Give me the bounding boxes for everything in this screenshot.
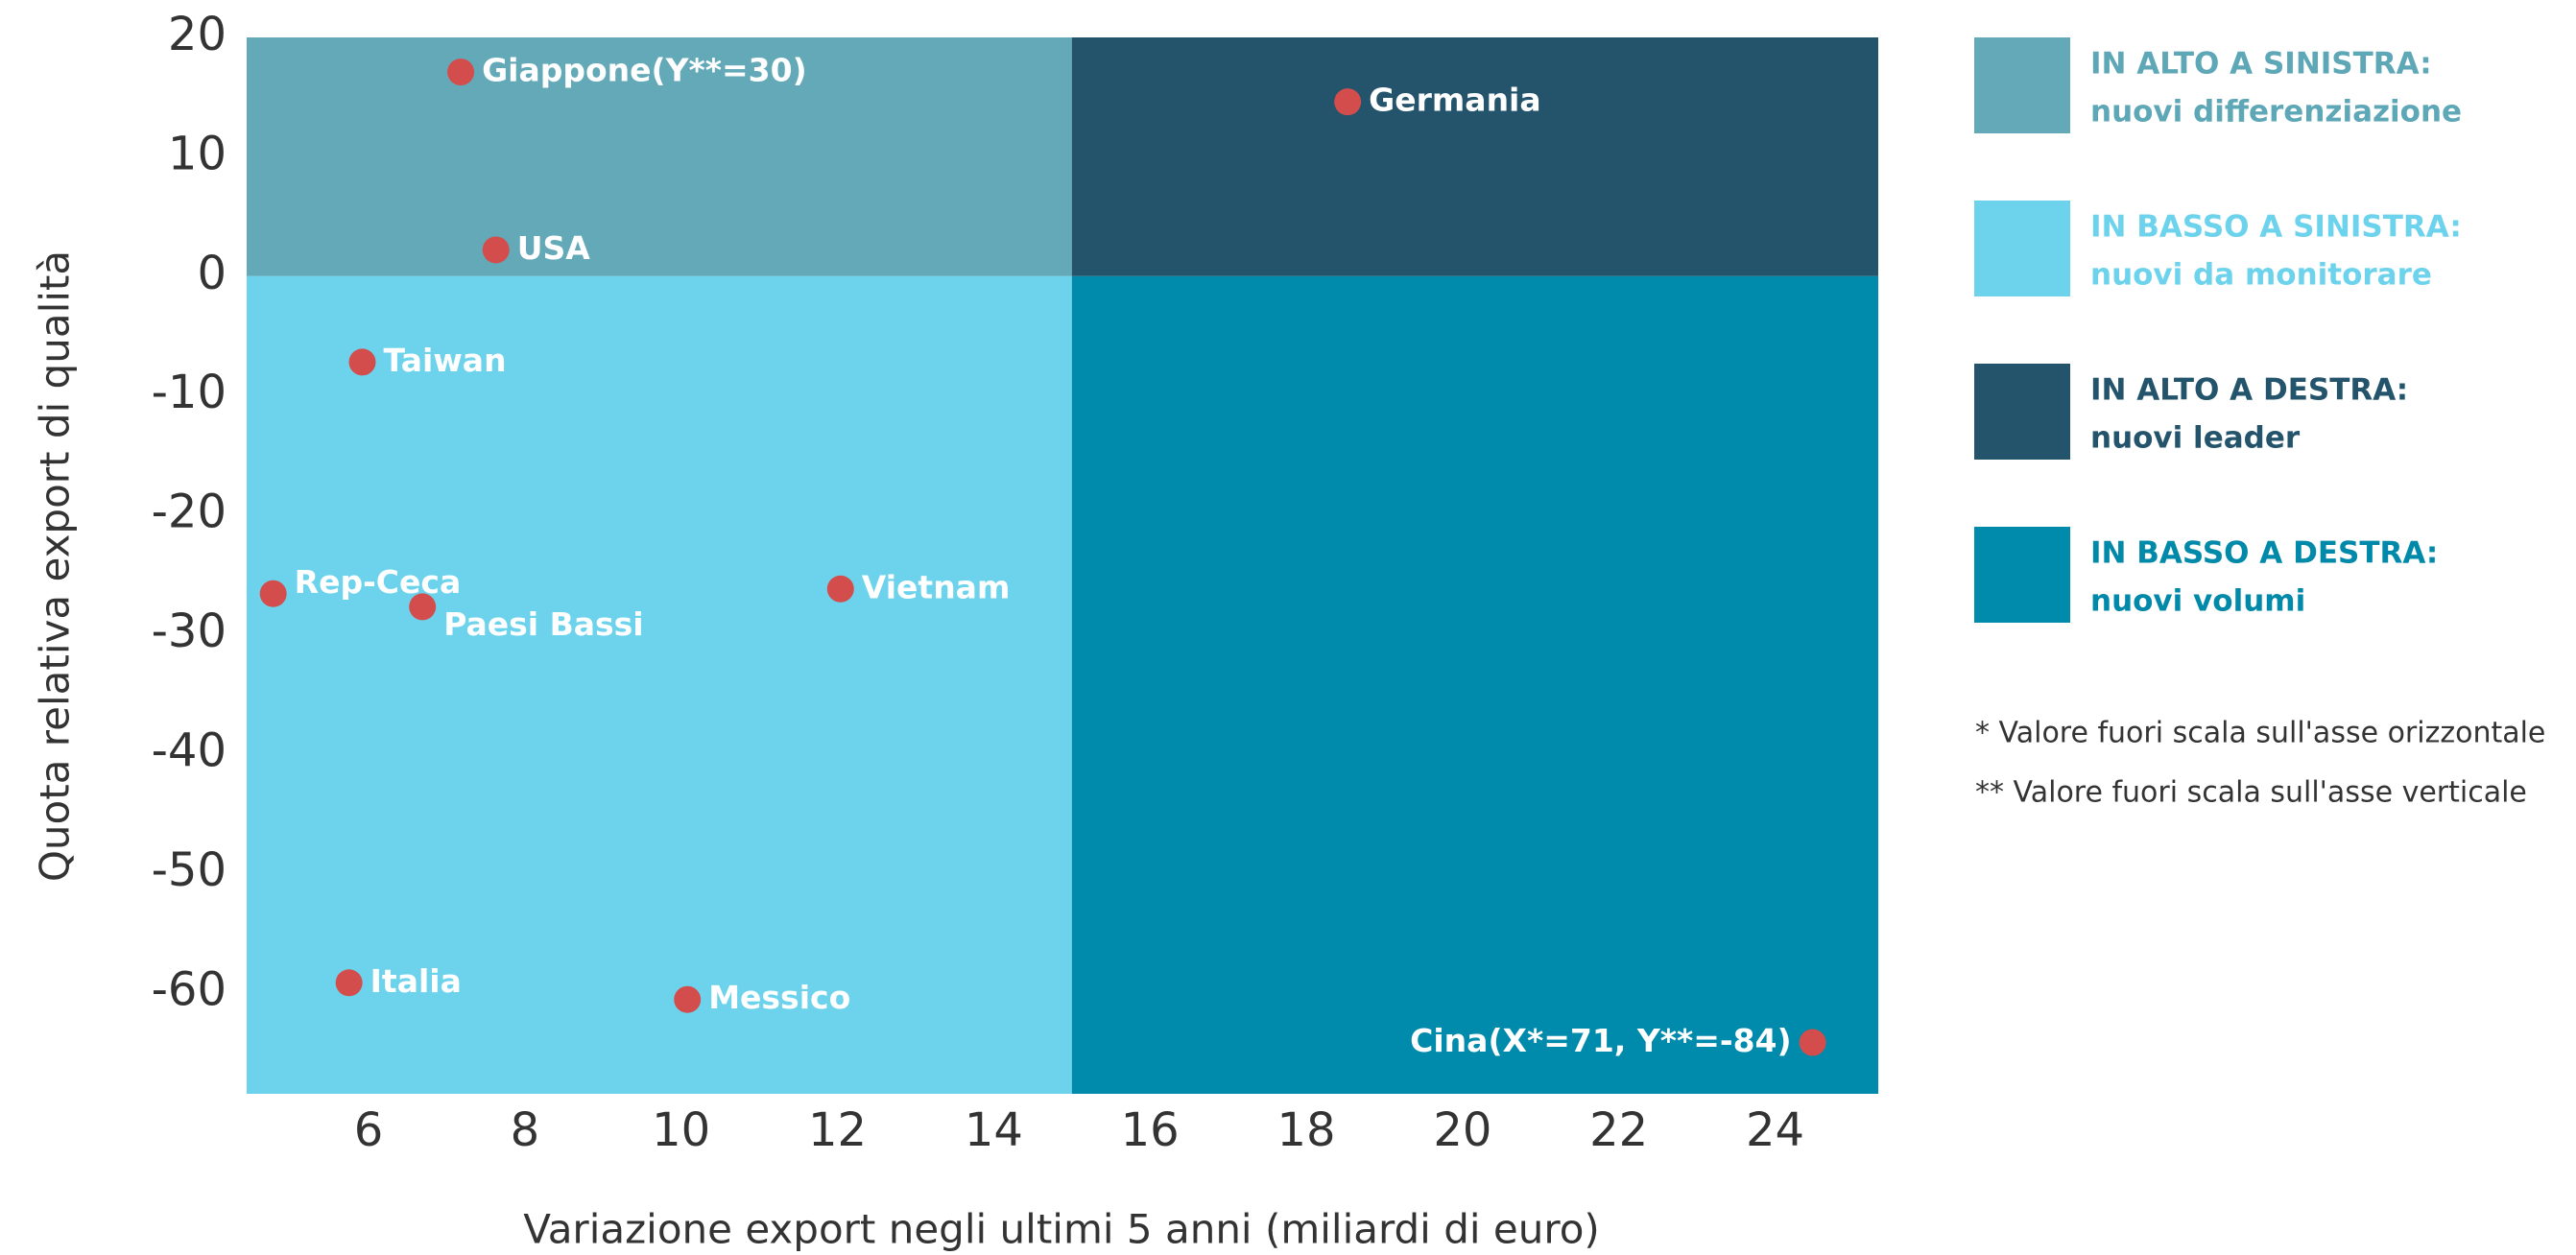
x-tick-label: 24 bbox=[1746, 1103, 1804, 1157]
quadrant bbox=[1071, 275, 1878, 1094]
y-tick-label: 20 bbox=[168, 8, 227, 61]
y-tick-label: -40 bbox=[152, 723, 227, 777]
point-label: Paesi Bassi bbox=[443, 605, 643, 643]
y-tick-label: 10 bbox=[168, 127, 227, 180]
x-tick-label: 14 bbox=[965, 1103, 1023, 1157]
point-label: Taiwan bbox=[383, 342, 506, 379]
point bbox=[1799, 1029, 1826, 1056]
y-tick-label: -50 bbox=[152, 843, 227, 897]
x-tick-label: 22 bbox=[1589, 1103, 1648, 1157]
x-tick-label: 6 bbox=[354, 1103, 384, 1157]
x-tick-label: 8 bbox=[511, 1103, 540, 1157]
point-label: Italia bbox=[370, 962, 462, 1000]
x-tick-label: 18 bbox=[1276, 1103, 1335, 1157]
point bbox=[335, 969, 363, 997]
note: * Valore fuori scala sull'asse orizzonta… bbox=[1975, 717, 2545, 750]
x-tick-label: 12 bbox=[808, 1103, 867, 1157]
legend-title: IN BASSO A DESTRA: bbox=[2090, 536, 2438, 571]
point bbox=[826, 575, 854, 603]
y-tick-label: -20 bbox=[152, 485, 227, 539]
point bbox=[409, 593, 437, 621]
quadrant bbox=[247, 275, 1072, 1094]
point bbox=[447, 59, 475, 86]
quadrant bbox=[247, 37, 1072, 276]
point-label: Messico bbox=[708, 979, 850, 1016]
point-label: USA bbox=[517, 229, 591, 267]
x-axis-title: Variazione export negli ultimi 5 anni (m… bbox=[523, 1206, 1600, 1253]
legend-subtitle: nuovi da monitorare bbox=[2090, 258, 2432, 293]
y-tick-label: -30 bbox=[152, 604, 227, 658]
quadrant bbox=[1071, 37, 1878, 276]
point-label: Vietnam bbox=[862, 568, 1011, 605]
legend-subtitle: nuovi volumi bbox=[2090, 584, 2305, 619]
legend-subtitle: nuovi differenziazione bbox=[2090, 95, 2462, 130]
y-tick-label: -10 bbox=[152, 366, 227, 419]
note: ** Valore fuori scala sull'asse vertical… bbox=[1975, 776, 2527, 810]
point-label: Rep-Ceca bbox=[295, 563, 462, 601]
legend-swatch bbox=[1974, 527, 2070, 623]
legend-title: IN BASSO A SINISTRA: bbox=[2090, 210, 2462, 245]
point-label: Germania bbox=[1369, 82, 1540, 119]
legend-title: IN ALTO A SINISTRA: bbox=[2090, 47, 2432, 82]
x-tick-label: 16 bbox=[1121, 1103, 1180, 1157]
point bbox=[482, 236, 510, 264]
point bbox=[259, 580, 287, 607]
legend-swatch bbox=[1974, 201, 2070, 296]
legend-swatch bbox=[1974, 364, 2070, 460]
point-label: Cina(X*=71, Y**=-84) bbox=[1410, 1022, 1791, 1059]
y-tick-label: -60 bbox=[152, 962, 227, 1016]
point bbox=[674, 985, 702, 1013]
legend-subtitle: nuovi leader bbox=[2090, 421, 2301, 456]
legend-title: IN ALTO A DESTRA: bbox=[2090, 373, 2408, 408]
point bbox=[348, 348, 376, 376]
y-tick-label: 0 bbox=[197, 247, 227, 300]
x-tick-label: 10 bbox=[652, 1103, 710, 1157]
legend-swatch bbox=[1974, 37, 2070, 133]
point-label: Giappone(Y**=30) bbox=[482, 52, 807, 89]
point bbox=[1334, 88, 1362, 116]
y-axis-title: Quota relativa export di qualità bbox=[32, 250, 79, 882]
x-tick-label: 20 bbox=[1433, 1103, 1491, 1157]
